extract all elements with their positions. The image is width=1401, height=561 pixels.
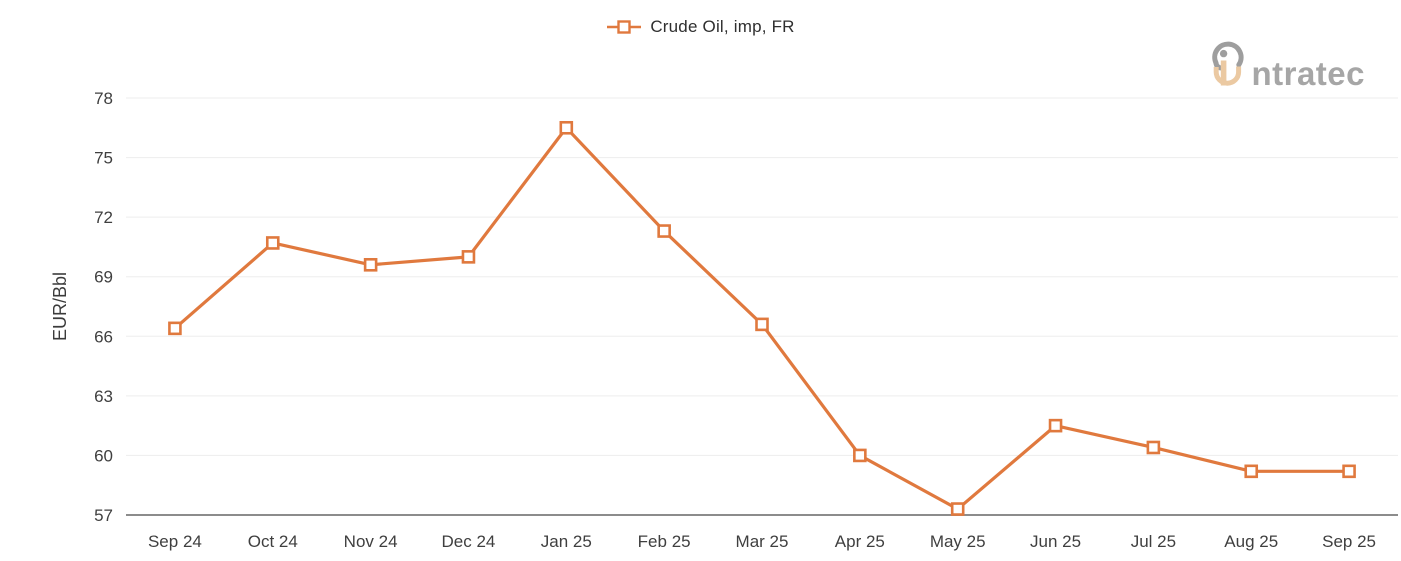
data-point-marker[interactable] xyxy=(1146,440,1161,455)
data-point-marker[interactable] xyxy=(168,321,182,336)
x-tick-label: Apr 25 xyxy=(835,532,885,551)
data-point-marker[interactable] xyxy=(755,317,769,332)
legend-item-crude-oil[interactable]: Crude Oil, imp, FR xyxy=(0,17,1401,37)
y-tick-label: 57 xyxy=(94,506,113,525)
x-tick-label: Oct 24 xyxy=(248,532,298,551)
x-tick-label: Dec 24 xyxy=(442,532,496,551)
y-tick-label: 60 xyxy=(94,446,113,465)
data-point-marker[interactable] xyxy=(559,120,574,135)
intratec-logo: ntratec xyxy=(1212,40,1365,92)
x-tick-label: Nov 24 xyxy=(344,532,398,551)
x-tick-label: May 25 xyxy=(930,532,986,551)
data-point-marker[interactable] xyxy=(265,236,280,250)
x-tick-label: Feb 25 xyxy=(638,532,691,551)
legend-label: Crude Oil, imp, FR xyxy=(650,17,795,36)
data-point-marker[interactable] xyxy=(853,448,867,463)
x-tick-label: Aug 25 xyxy=(1224,532,1278,551)
legend-line-marker-icon xyxy=(607,20,642,34)
x-tick-label: Jun 25 xyxy=(1030,532,1081,551)
y-tick-label: 63 xyxy=(94,387,113,406)
data-point-marker[interactable] xyxy=(657,224,671,238)
data-point-marker[interactable] xyxy=(363,257,378,272)
y-tick-label: 69 xyxy=(94,268,113,287)
data-point-marker[interactable] xyxy=(950,502,965,516)
intratec-logo-text: ntratec xyxy=(1251,55,1365,92)
data-point-marker[interactable] xyxy=(1244,464,1259,479)
y-tick-label: 72 xyxy=(94,208,113,227)
data-point-marker[interactable] xyxy=(1048,418,1063,433)
x-tick-label: Sep 24 xyxy=(148,532,202,551)
x-tick-label: Jan 25 xyxy=(541,532,592,551)
x-tick-label: Jul 25 xyxy=(1131,532,1176,551)
data-point-marker[interactable] xyxy=(1342,464,1356,479)
y-tick-label: 78 xyxy=(94,89,113,108)
x-tick-label: Sep 25 xyxy=(1322,532,1376,551)
x-tick-label: Mar 25 xyxy=(736,532,789,551)
y-axis-title: EUR/Bbl xyxy=(50,272,70,341)
y-tick-label: 66 xyxy=(94,327,113,346)
intratec-logo-mark-icon xyxy=(1212,41,1245,86)
data-point-marker[interactable] xyxy=(461,250,476,264)
y-tick-label: 75 xyxy=(94,149,113,168)
